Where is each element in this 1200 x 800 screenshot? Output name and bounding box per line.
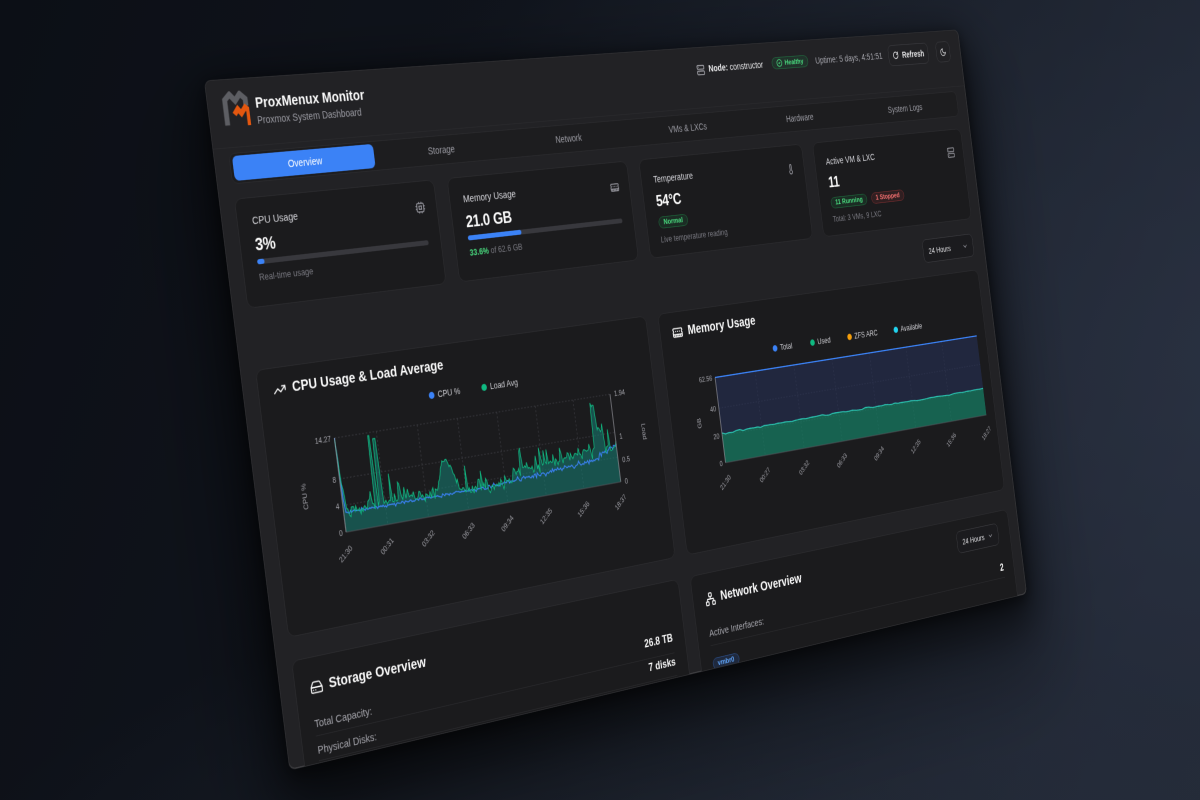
svg-text:15:36: 15:36: [945, 431, 957, 449]
svg-text:06:33: 06:33: [836, 451, 849, 469]
svg-text:14.27: 14.27: [314, 434, 331, 446]
svg-text:0: 0: [719, 459, 723, 468]
svg-text:12:35: 12:35: [539, 506, 554, 526]
svg-text:03:32: 03:32: [420, 528, 436, 549]
svg-text:00:27: 00:27: [758, 466, 771, 485]
svg-text:4: 4: [335, 502, 340, 512]
svg-text:12:35: 12:35: [910, 438, 922, 456]
svg-text:00:31: 00:31: [379, 536, 395, 557]
svg-text:0.5: 0.5: [622, 454, 631, 464]
svg-text:1: 1: [619, 432, 623, 441]
svg-text:GB: GB: [696, 418, 704, 429]
svg-text:18:37: 18:37: [613, 492, 627, 511]
svg-text:21:30: 21:30: [337, 544, 354, 565]
svg-text:8: 8: [332, 475, 337, 485]
svg-text:20: 20: [713, 432, 720, 441]
svg-text:0: 0: [624, 477, 628, 486]
svg-text:09:34: 09:34: [873, 444, 886, 463]
svg-text:03:32: 03:32: [798, 458, 811, 476]
svg-text:06:33: 06:33: [461, 521, 477, 541]
svg-text:0: 0: [338, 528, 343, 538]
svg-text:15:36: 15:36: [576, 499, 591, 519]
svg-text:40: 40: [710, 405, 717, 414]
svg-text:1.94: 1.94: [614, 388, 626, 398]
svg-text:21:30: 21:30: [719, 473, 733, 492]
svg-text:18:27: 18:27: [981, 425, 993, 442]
svg-text:Load: Load: [640, 423, 648, 440]
svg-text:CPU %: CPU %: [299, 483, 310, 511]
svg-text:09:34: 09:34: [500, 513, 516, 534]
svg-text:62.56: 62.56: [699, 374, 713, 385]
